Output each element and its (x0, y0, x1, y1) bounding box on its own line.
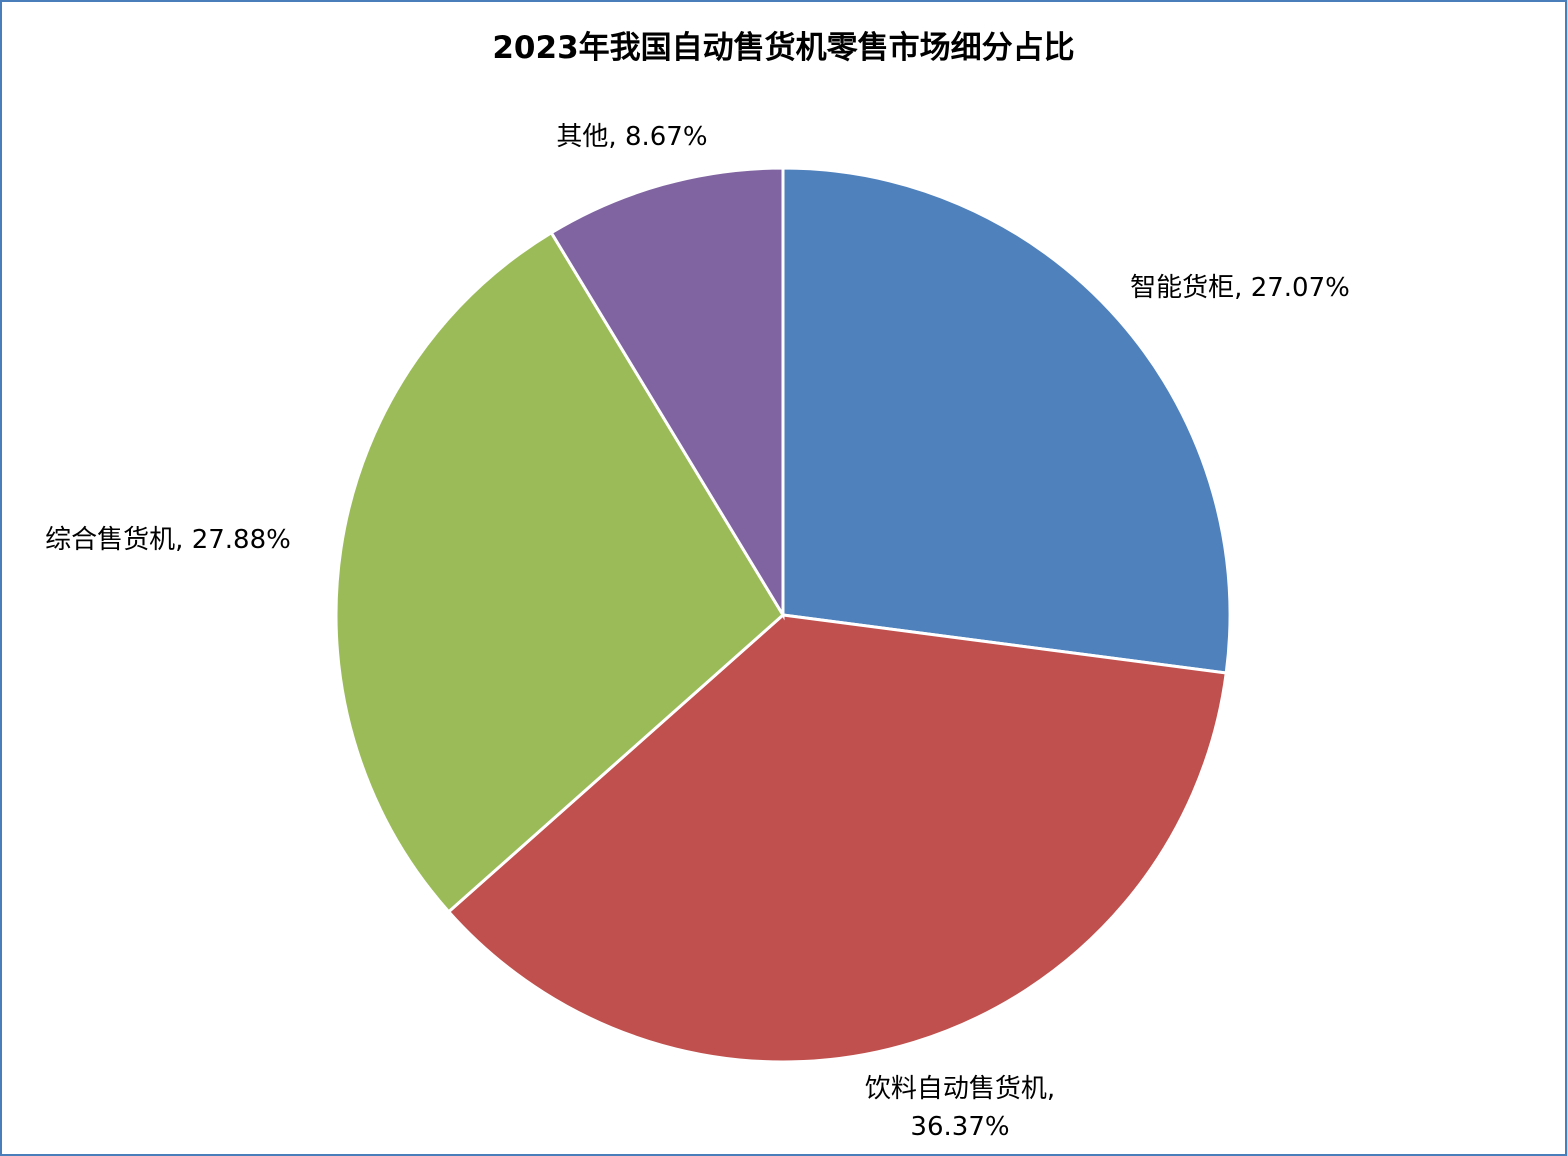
pie-slice (781, 166, 1232, 675)
pie-slice (446, 613, 1228, 1064)
data-label: 综合售货机, 27.88% (45, 525, 291, 555)
data-label: 其他, 8.67% (556, 122, 708, 152)
data-label: 饮料自动售货机, 36.37% (864, 1074, 1056, 1142)
chart-title: 2023年我国自动售货机零售市场细分占比 (492, 30, 1075, 66)
pie-slice (549, 166, 785, 621)
pie-slice (334, 230, 785, 914)
data-label: 智能货柜, 27.07% (1130, 273, 1350, 303)
